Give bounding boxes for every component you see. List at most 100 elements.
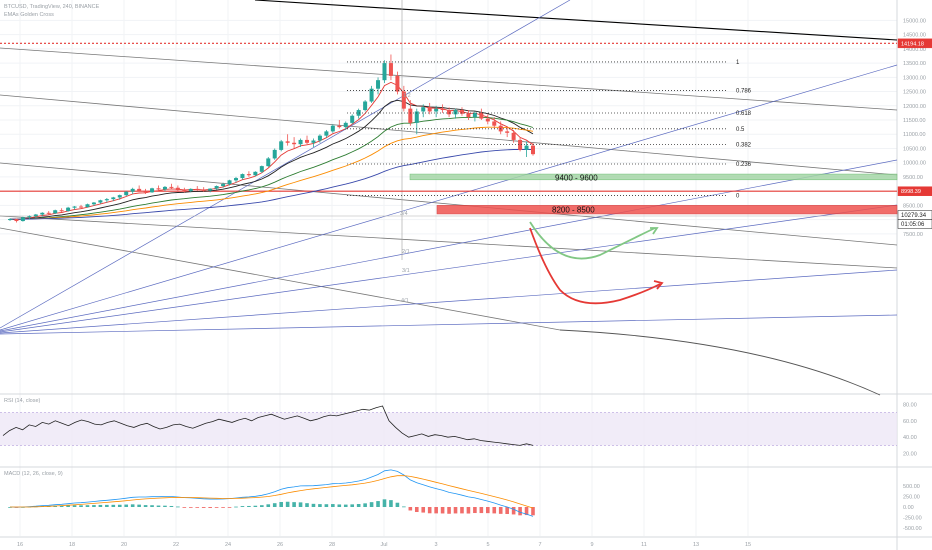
candle-body bbox=[414, 111, 419, 123]
macd-histogram-bar bbox=[440, 507, 445, 514]
macd-histogram-bar bbox=[518, 507, 522, 516]
candle-body bbox=[531, 145, 535, 155]
rsi-pane: 80.00 60.00 40.00 20.00 bbox=[0, 402, 917, 458]
macd-histogram-bar bbox=[421, 507, 426, 513]
candle-body bbox=[382, 63, 387, 81]
target-zones: 9400 - 9600 8200 - 8500 bbox=[409, 173, 898, 215]
rsi-band bbox=[0, 412, 897, 446]
macd-histogram-bar bbox=[163, 505, 167, 507]
macd-histogram-bar bbox=[79, 505, 83, 507]
fib-levels: 1 0.786 0.618 0.5 0.382 0.236 0 1/2 3/4 2/1 3/1 4/1 bbox=[347, 60, 752, 304]
macd-histogram-bar bbox=[486, 507, 490, 514]
ema-line bbox=[9, 99, 534, 220]
macd-histogram-bar bbox=[479, 507, 484, 514]
macd-label: MACD (12, 26, close, 9) bbox=[4, 471, 63, 477]
candle-body bbox=[421, 107, 426, 112]
symbol-info: BTCUSD, TradingView, 240, BINANCE bbox=[4, 4, 100, 10]
gann-label: 1/2 bbox=[403, 93, 411, 99]
macd-histogram-bar bbox=[66, 505, 70, 507]
time-tick: 16 bbox=[17, 542, 23, 548]
fib-label: 0.5 bbox=[736, 127, 745, 133]
ema-line bbox=[10, 148, 534, 220]
price-tick: 13000.00 bbox=[903, 75, 926, 81]
candle-body bbox=[53, 210, 58, 214]
trend-line bbox=[0, 215, 898, 269]
macd-tick: 0.00 bbox=[903, 505, 914, 511]
signal-line bbox=[10, 475, 534, 509]
time-tick: 22 bbox=[173, 542, 179, 548]
macd-histogram-bar bbox=[227, 507, 232, 508]
price-tick: 14500.00 bbox=[903, 33, 926, 39]
candle-body bbox=[79, 206, 84, 208]
candle-body bbox=[98, 200, 103, 203]
macd-histogram-bar bbox=[473, 507, 477, 514]
rsi-tick: 80.00 bbox=[903, 402, 917, 408]
candle-body bbox=[8, 219, 12, 221]
candle-body bbox=[169, 186, 174, 188]
trend-line bbox=[254, 0, 898, 41]
candle-body bbox=[227, 180, 232, 185]
price-tick: 11000.00 bbox=[903, 132, 926, 138]
candle-body bbox=[246, 174, 251, 176]
candle-body bbox=[459, 110, 464, 114]
fib-label: 0.236 bbox=[736, 162, 752, 168]
macd-histogram-bar bbox=[447, 507, 451, 514]
macd-histogram-bar bbox=[298, 502, 303, 507]
candle-body bbox=[369, 88, 374, 102]
price-tag-label: 14194.18 bbox=[901, 41, 924, 47]
candle-body bbox=[117, 195, 122, 198]
macd-histogram-bar bbox=[305, 503, 309, 507]
gann-label: 4/1 bbox=[401, 298, 409, 304]
trend-lines bbox=[0, 0, 898, 396]
candle-body bbox=[343, 122, 348, 128]
bullish-arrow bbox=[529, 221, 656, 260]
candle-body bbox=[317, 135, 322, 141]
zone-box bbox=[436, 205, 898, 215]
candle-body bbox=[298, 139, 303, 145]
candle-body bbox=[233, 178, 238, 181]
trend-line bbox=[0, 0, 571, 329]
candle-body bbox=[124, 191, 129, 196]
candle-body bbox=[401, 91, 406, 109]
macd-histogram-bar bbox=[208, 507, 212, 508]
ema-line bbox=[10, 126, 534, 220]
time-tick: Jul bbox=[380, 542, 387, 548]
time-axis: 16 18 20 22 24 26 28 Jul 3 5 7 9 11 13 15 bbox=[17, 542, 751, 548]
price-tick: 14000.00 bbox=[903, 47, 926, 53]
candle-body bbox=[518, 139, 523, 150]
price-tag-label: 10279.34 bbox=[901, 213, 927, 219]
projection-arrows bbox=[529, 221, 664, 305]
price-tick: 12000.00 bbox=[903, 104, 926, 110]
candle-body bbox=[524, 145, 529, 150]
candle-body bbox=[195, 188, 200, 190]
candle-body bbox=[472, 112, 477, 118]
candle-body bbox=[356, 110, 361, 116]
candle-body bbox=[14, 219, 19, 222]
gann-label: 3/4 bbox=[400, 211, 408, 217]
bearish-arrowhead bbox=[653, 280, 664, 290]
price-tag bbox=[897, 38, 932, 49]
macd-line bbox=[9, 469, 534, 517]
price-tag bbox=[897, 219, 932, 229]
macd-histogram-bar bbox=[531, 507, 535, 516]
candle-body bbox=[492, 121, 497, 126]
candle-body bbox=[182, 190, 187, 192]
macd-histogram-bar bbox=[156, 505, 161, 507]
candle-body bbox=[143, 191, 148, 193]
macd-histogram-bar bbox=[72, 505, 77, 507]
candle-body bbox=[485, 118, 490, 122]
zone-label: 9400 - 9600 bbox=[555, 173, 598, 182]
candle-body bbox=[104, 199, 109, 201]
candle-body bbox=[33, 214, 38, 217]
macd-histogram-bar bbox=[182, 507, 187, 508]
macd-histogram-bar bbox=[376, 501, 380, 507]
trend-line bbox=[0, 159, 898, 332]
macd-histogram-bar bbox=[427, 507, 432, 514]
time-tick: 20 bbox=[121, 542, 127, 548]
macd-histogram-bar bbox=[150, 505, 154, 507]
rsi-tick: 40.00 bbox=[903, 435, 917, 441]
macd-histogram-bar bbox=[85, 505, 90, 507]
macd-histogram-bar bbox=[188, 507, 193, 508]
candle-body bbox=[330, 125, 335, 132]
